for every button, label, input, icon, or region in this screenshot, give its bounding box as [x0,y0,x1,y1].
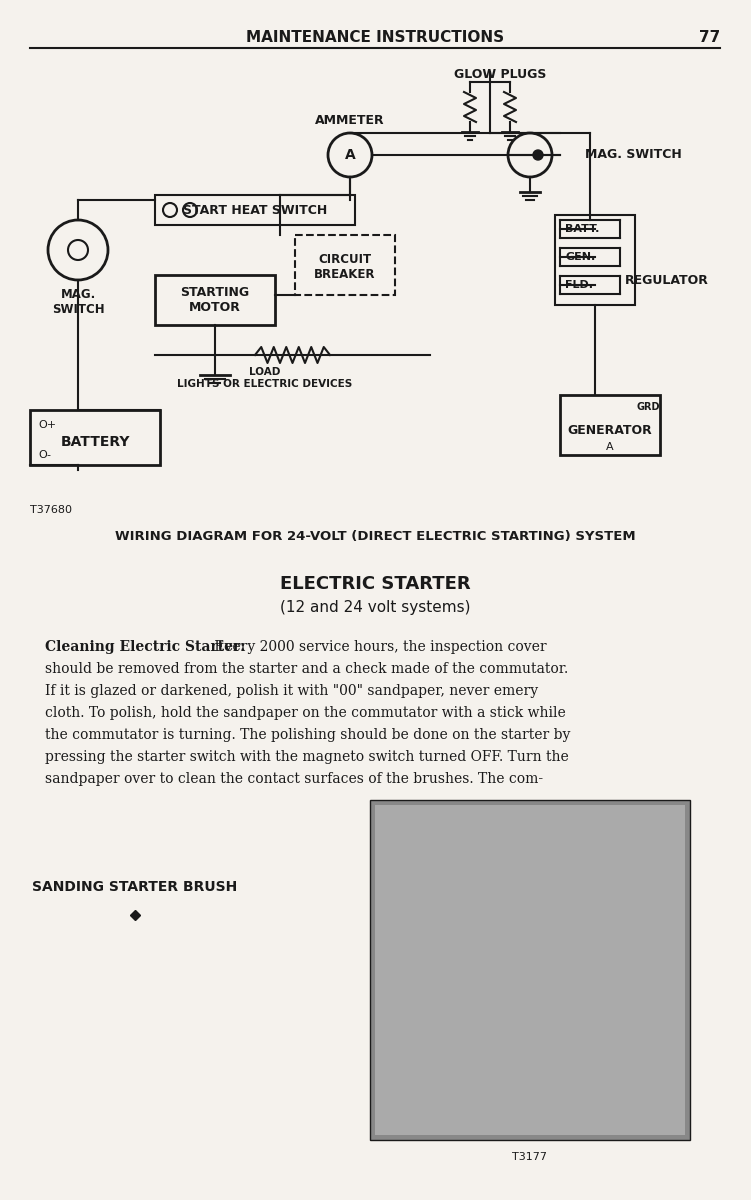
Text: MAG.
SWITCH: MAG. SWITCH [52,288,104,316]
Text: ELECTRIC STARTER: ELECTRIC STARTER [279,575,470,593]
Text: MAINTENANCE INSTRUCTIONS: MAINTENANCE INSTRUCTIONS [246,30,504,44]
Text: BATT.: BATT. [565,224,599,234]
Text: O+: O+ [38,420,56,430]
Text: Cleaning Electric Starter:: Cleaning Electric Starter: [45,640,246,654]
Text: Every 2000 service hours, the inspection cover: Every 2000 service hours, the inspection… [210,640,547,654]
Bar [370,800,690,1140]
Text: REGULATOR: REGULATOR [625,274,709,287]
Text: O-: O- [38,450,51,460]
Text: GLOW PLUGS: GLOW PLUGS [454,68,546,80]
Text: CIRCUIT
BREAKER: CIRCUIT BREAKER [314,253,376,281]
Text: pressing the starter switch with the magneto switch turned OFF. Turn the: pressing the starter switch with the mag… [45,750,569,764]
Text: SANDING STARTER BRUSH: SANDING STARTER BRUSH [32,880,237,894]
Text: GENERATOR: GENERATOR [568,424,653,437]
Text: T3177: T3177 [512,1152,547,1162]
Text: GEN.: GEN. [565,252,596,262]
Bar [375,805,685,1135]
Text: the commutator is turning. The polishing should be done on the starter by: the commutator is turning. The polishing… [45,728,570,742]
Text: LOAD
LIGHTS OR ELECTRIC DEVICES: LOAD LIGHTS OR ELECTRIC DEVICES [177,367,353,389]
Text: STARTING
MOTOR: STARTING MOTOR [180,286,249,314]
Text: GRD: GRD [636,402,659,412]
Text: 77: 77 [698,30,720,44]
Text: WIRING DIAGRAM FOR 24-VOLT (DIRECT ELECTRIC STARTING) SYSTEM: WIRING DIAGRAM FOR 24-VOLT (DIRECT ELECT… [115,530,635,542]
Text: MAG. SWITCH: MAG. SWITCH [585,149,682,162]
Text: T37680: T37680 [30,505,72,515]
Text: should be removed from the starter and a check made of the commutator.: should be removed from the starter and a… [45,662,569,676]
Text: If it is glazed or darkened, polish it with "00" sandpaper, never emery: If it is glazed or darkened, polish it w… [45,684,538,698]
Text: START HEAT SWITCH: START HEAT SWITCH [183,204,327,216]
Text: AMMETER: AMMETER [315,114,385,127]
Circle shape [533,150,543,160]
Text: cloth. To polish, hold the sandpaper on the commutator with a stick while: cloth. To polish, hold the sandpaper on … [45,706,566,720]
Text: A: A [345,148,355,162]
Text: (12 and 24 volt systems): (12 and 24 volt systems) [280,600,470,614]
Text: A: A [606,442,614,452]
Text: BATTERY: BATTERY [60,436,130,450]
Text: sandpaper over to clean the contact surfaces of the brushes. The com-: sandpaper over to clean the contact surf… [45,772,543,786]
Text: FLD.: FLD. [565,280,593,290]
